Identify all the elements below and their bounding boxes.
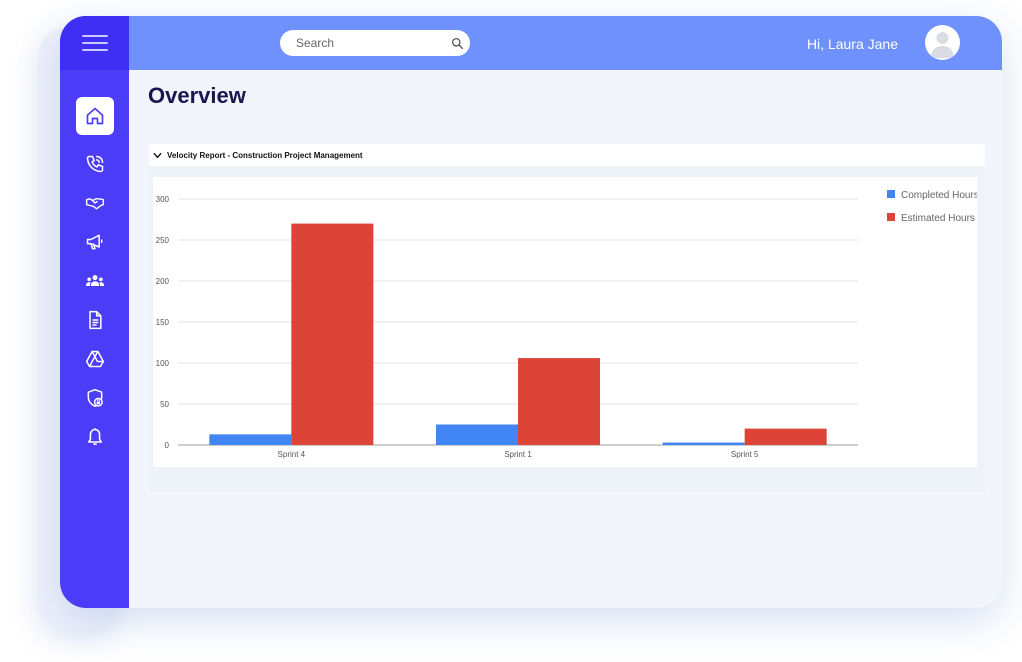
user-avatar-icon [931,32,954,58]
legend-swatch [887,213,895,221]
panel-title: Velocity Report - Construction Project M… [167,150,363,160]
sidebar [60,16,129,608]
chevron-down-icon[interactable] [153,151,162,160]
document-icon [88,310,102,329]
y-tick-label: 200 [156,277,170,286]
drive-icon [85,350,104,367]
sidebar-header [60,16,129,70]
bar-completed-hours [209,434,292,445]
sidebar-item-campaigns[interactable] [60,222,129,261]
team-icon [85,274,104,286]
search-icon[interactable] [451,37,464,50]
y-tick-label: 100 [156,359,170,368]
sidebar-item-documents[interactable] [60,300,129,339]
sidebar-item-drive[interactable] [60,339,129,378]
bar-estimated-hours [291,223,374,445]
handshake-icon [85,197,104,210]
sidebar-item-deals[interactable] [60,183,129,222]
phone-icon [86,155,103,172]
app-window: Hi, Laura Jane Overview Velocity Report … [60,16,1002,608]
y-tick-label: 250 [156,236,170,245]
velocity-report-panel: Velocity Report - Construction Project M… [149,144,985,492]
y-tick-label: 300 [156,195,170,204]
legend-label: Estimated Hours [901,213,975,224]
user-greeting: Hi, Laura Jane [806,36,898,52]
chart-container: 0 50 100 150 200 250 300 Sprint 4 Sprint 1 Sprint… [153,177,977,467]
x-tick-label: Sprint 1 [504,450,532,459]
sidebar-nav [60,96,129,456]
search-box [280,30,470,56]
x-tick-label: Sprint 5 [731,450,759,459]
bell-icon [87,427,102,445]
top-bar: Hi, Laura Jane [129,16,1002,70]
page-title: Overview [148,83,246,108]
bar-completed-hours [662,442,745,445]
legend-swatch [887,190,895,198]
sidebar-item-calls[interactable] [60,144,129,183]
y-tick-label: 50 [160,400,169,409]
x-tick-label: Sprint 4 [278,450,306,459]
velocity-chart: 0 50 100 150 200 250 300 Sprint 4 Sprint 1 Sprint… [156,190,977,459]
panel-header[interactable]: Velocity Report - Construction Project M… [149,144,985,166]
home-icon [86,107,103,125]
megaphone-icon [86,234,102,249]
bar-completed-hours [436,424,518,445]
menu-icon[interactable] [81,35,108,51]
sidebar-item-notifications[interactable] [60,417,129,456]
search-input[interactable] [296,36,451,50]
sidebar-item-home[interactable] [60,96,129,136]
sidebar-item-security[interactable] [60,378,129,417]
shield-lock-icon [87,388,103,407]
avatar[interactable] [925,25,960,60]
bar-estimated-hours [744,428,827,445]
y-tick-label: 0 [165,441,170,450]
legend-label: Completed Hours [901,190,977,201]
y-tick-label: 150 [156,318,170,327]
sidebar-item-team[interactable] [60,261,129,300]
bar-estimated-hours [518,358,600,445]
